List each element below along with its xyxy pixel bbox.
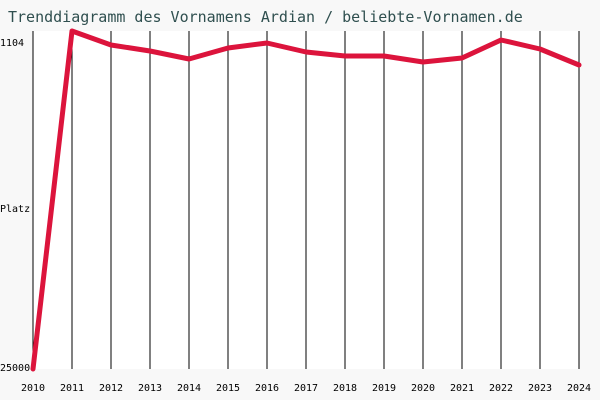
x-tick-labels: 2010 2011 2012 2013 2014 2015 2016 2017 2018 2019… xyxy=(21,383,591,394)
y-axis-label: Platz xyxy=(0,204,30,215)
x-tick-2014: 2014 xyxy=(177,383,201,394)
x-tick-2021: 2021 xyxy=(450,383,474,394)
x-tick-2016: 2016 xyxy=(255,383,279,394)
x-tick-2015: 2015 xyxy=(216,383,240,394)
x-tick-2017: 2017 xyxy=(294,383,318,394)
grid-lines xyxy=(32,31,580,369)
x-tick-2024: 2024 xyxy=(567,383,591,394)
series-line xyxy=(30,28,582,372)
y-tick-top: 1104 xyxy=(0,38,24,49)
x-tick-2020: 2020 xyxy=(411,383,435,394)
x-tick-2023: 2023 xyxy=(528,383,552,394)
chart-title: Trenddiagramm des Vornamens Ardian / bel… xyxy=(8,8,523,26)
x-tick-2022: 2022 xyxy=(489,383,513,394)
x-tick-2019: 2019 xyxy=(372,383,396,394)
x-tick-2012: 2012 xyxy=(99,383,123,394)
x-tick-2010: 2010 xyxy=(21,383,45,394)
x-tick-2018: 2018 xyxy=(333,383,357,394)
y-tick-bottom: 25000 xyxy=(0,363,30,374)
x-tick-2011: 2011 xyxy=(60,383,84,394)
x-tick-2013: 2013 xyxy=(138,383,162,394)
